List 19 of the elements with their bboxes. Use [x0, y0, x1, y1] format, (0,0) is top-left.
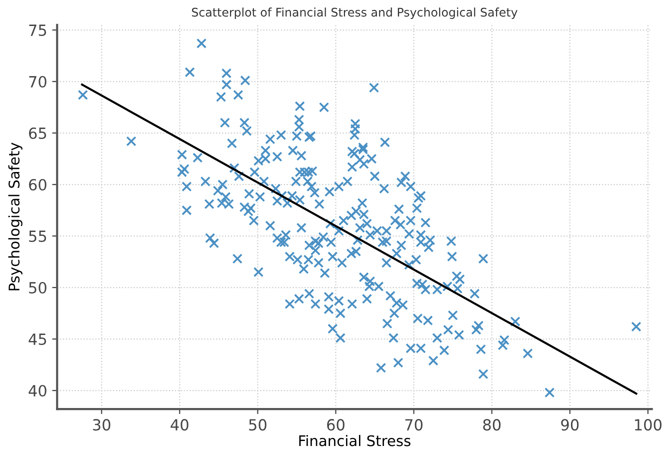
y-tick-label: 70	[29, 76, 46, 88]
y-tick-label: 40	[28, 384, 46, 397]
y-tick-label: 60	[29, 178, 46, 191]
y-tick-label: 45	[28, 334, 46, 346]
x-tick-label: 50	[249, 419, 266, 431]
y-tick-label: 75	[29, 24, 46, 36]
x-tick-label: 70	[405, 419, 422, 431]
y-tick-label: 65	[29, 127, 46, 140]
x-tick-label: 100	[635, 419, 662, 431]
chart-title: Scatterplot of Financial Stress and Psychological Safety	[192, 8, 518, 19]
x-tick-label: 30	[93, 419, 110, 431]
y-tick-label: 50	[29, 282, 46, 294]
x-tick-label: 60	[327, 419, 344, 431]
x-tick-label: 90	[561, 419, 579, 431]
y-axis-title: Psychological Safety	[8, 142, 22, 290]
x-axis-title: Financial Stress	[299, 434, 410, 446]
x-tick-label: 80	[483, 419, 501, 431]
y-tick-label: 55	[29, 230, 46, 242]
x-tick-label: 40	[170, 419, 188, 431]
